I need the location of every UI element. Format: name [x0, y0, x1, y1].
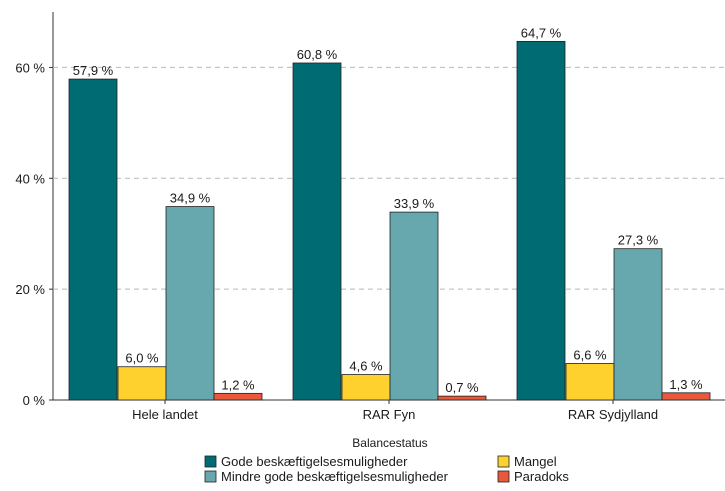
bar-value-label: 4,6 % [349, 359, 383, 374]
y-tick-label: 20 % [15, 282, 45, 297]
bar [117, 366, 167, 401]
bar-value-label: 57,9 % [73, 63, 114, 78]
legend-swatch [204, 470, 217, 483]
bar-value-label: 6,0 % [125, 351, 159, 366]
bar-value-label: 27,3 % [618, 233, 659, 248]
bar [341, 374, 391, 401]
bar [613, 248, 663, 401]
bar [437, 395, 487, 401]
bar [565, 363, 615, 401]
bar-value-label: 6,6 % [573, 347, 607, 362]
x-tick-label: Hele landet [132, 407, 198, 422]
bar-value-label: 34,9 % [170, 191, 211, 206]
bar-value-label: 64,7 % [521, 25, 562, 40]
legend-swatch [204, 455, 217, 468]
bar [516, 40, 566, 401]
y-tick-label: 40 % [15, 171, 45, 186]
x-tick-label: RAR Fyn [363, 407, 416, 422]
bar [389, 211, 439, 401]
bar-value-label: 1,3 % [669, 377, 703, 392]
x-tick-label: RAR Sydjylland [568, 407, 658, 422]
bar-value-label: 33,9 % [394, 196, 435, 211]
bar-value-label: 1,2 % [221, 377, 255, 392]
legend-label: Mindre gode beskæftigelsesmuligheder [221, 469, 449, 484]
bar [661, 392, 711, 401]
bar [68, 78, 118, 401]
legend-swatch [497, 455, 510, 468]
bar [165, 206, 215, 401]
bar [292, 62, 342, 401]
legend-label: Mangel [514, 454, 557, 469]
y-tick-label: 60 % [15, 60, 45, 75]
legend-label: Gode beskæftigelsesmuligheder [221, 454, 408, 469]
legend-label: Paradoks [514, 469, 569, 484]
legend-title: Balancestatus [352, 436, 427, 450]
bar-value-label: 60,8 % [297, 47, 338, 62]
legend-swatch [497, 470, 510, 483]
bar-value-label: 0,7 % [445, 380, 479, 395]
bar [213, 392, 263, 401]
y-tick-label: 0 % [23, 393, 46, 408]
